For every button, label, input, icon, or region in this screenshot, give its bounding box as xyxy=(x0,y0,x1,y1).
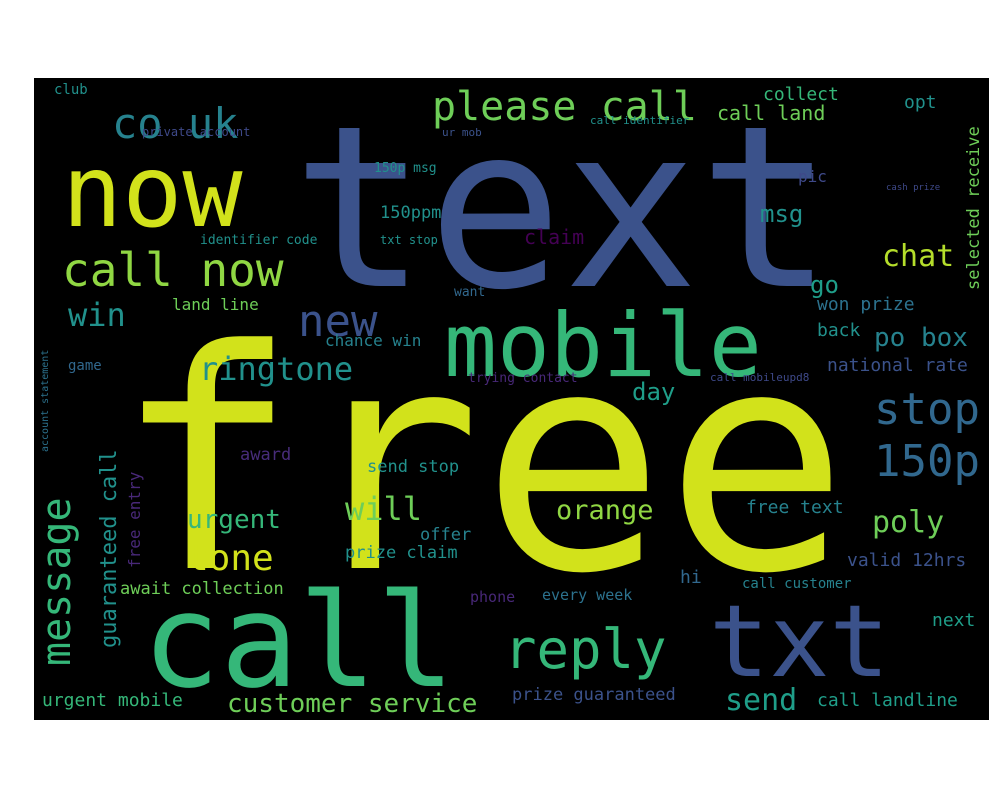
word-text: text xyxy=(292,78,834,340)
word-message: message xyxy=(34,497,80,666)
word-customer-service: customer service xyxy=(227,689,477,719)
word-chance-win: chance win xyxy=(325,331,421,350)
word-reply: reply xyxy=(504,618,667,681)
word-will: will xyxy=(345,490,422,528)
word-cash-prize: cash prize xyxy=(886,183,940,193)
word-back: back xyxy=(817,320,861,341)
word-call-land: call land xyxy=(717,101,825,125)
word-offer: offer xyxy=(420,525,471,545)
word-pic: pic xyxy=(798,167,827,186)
word-want: want xyxy=(454,285,485,300)
word-opt: opt xyxy=(904,92,937,113)
word-prize-guaranteed: prize guaranteed xyxy=(512,685,676,705)
word-prize-claim: prize claim xyxy=(345,543,458,563)
word-call-landline: call landline xyxy=(817,690,958,711)
word-now: now xyxy=(62,133,243,250)
word-send: send xyxy=(725,683,797,718)
word-tone: tone xyxy=(187,538,274,579)
word-won-prize: won prize xyxy=(817,294,915,315)
word-ringtone: ringtone xyxy=(199,350,353,388)
word-free-entry: free entry xyxy=(125,471,144,568)
word-stop: stop xyxy=(874,384,980,435)
word-free: free xyxy=(114,285,849,640)
word-trying-contact: trying contact xyxy=(468,371,578,386)
word-150p: 150p xyxy=(874,436,980,487)
word-game: game xyxy=(68,358,102,374)
word-msg: msg xyxy=(760,200,803,228)
word-poly: poly xyxy=(872,505,944,540)
word-phone: phone xyxy=(470,588,515,606)
word-150p-msg: 150p msg xyxy=(374,161,437,176)
word-mobile: mobile xyxy=(444,294,762,397)
word-150ppm: 150ppm xyxy=(380,203,441,223)
word-new: new xyxy=(298,296,378,347)
word-award: award xyxy=(240,445,291,465)
word-ur-mob: ur mob xyxy=(442,126,482,139)
word-claim: claim xyxy=(524,225,584,249)
word-valid-12hrs: valid 12hrs xyxy=(847,550,966,571)
word-land-line: land line xyxy=(172,295,259,314)
word-await-collection: await collection xyxy=(120,579,284,599)
word-call-now: call now xyxy=(62,243,284,297)
word-po-box: po box xyxy=(874,323,968,353)
word-chat: chat xyxy=(882,239,954,274)
word-cloud: free text call now mobile txt call now p… xyxy=(34,78,989,720)
word-hi: hi xyxy=(680,567,702,588)
word-collect: collect xyxy=(763,84,839,105)
word-next: next xyxy=(932,610,975,631)
word-call-mobileupd8: call mobileupd8 xyxy=(710,371,809,384)
word-send-stop: send stop xyxy=(367,457,459,477)
word-identifier-code: identifier code xyxy=(200,233,318,248)
word-every-week: every week xyxy=(542,586,632,604)
word-win: win xyxy=(68,296,126,334)
word-club: club xyxy=(54,82,88,98)
word-guaranteed-call: guaranteed call xyxy=(97,449,122,648)
word-go: go xyxy=(810,271,839,299)
word-urgent: urgent xyxy=(187,505,281,535)
word-urgent-mobile: urgent mobile xyxy=(42,690,183,711)
word-txt-stop: txt stop xyxy=(380,233,438,247)
word-call-identifier: call identifier xyxy=(590,114,690,127)
word-selected-receive: selected receive xyxy=(964,126,984,290)
word-call-customer: call customer xyxy=(742,576,852,592)
word-free-text: free text xyxy=(746,497,844,518)
word-orange: orange xyxy=(556,495,654,526)
word-txt: txt xyxy=(709,583,890,700)
word-account-statement: account statement xyxy=(40,350,51,452)
word-co-uk: co uk xyxy=(112,99,238,148)
word-call: call xyxy=(142,565,455,717)
word-private-account: private account xyxy=(142,125,250,139)
word-please-call: please call xyxy=(432,84,697,130)
word-day: day xyxy=(632,378,675,406)
word-national-rate: national rate xyxy=(827,355,968,376)
